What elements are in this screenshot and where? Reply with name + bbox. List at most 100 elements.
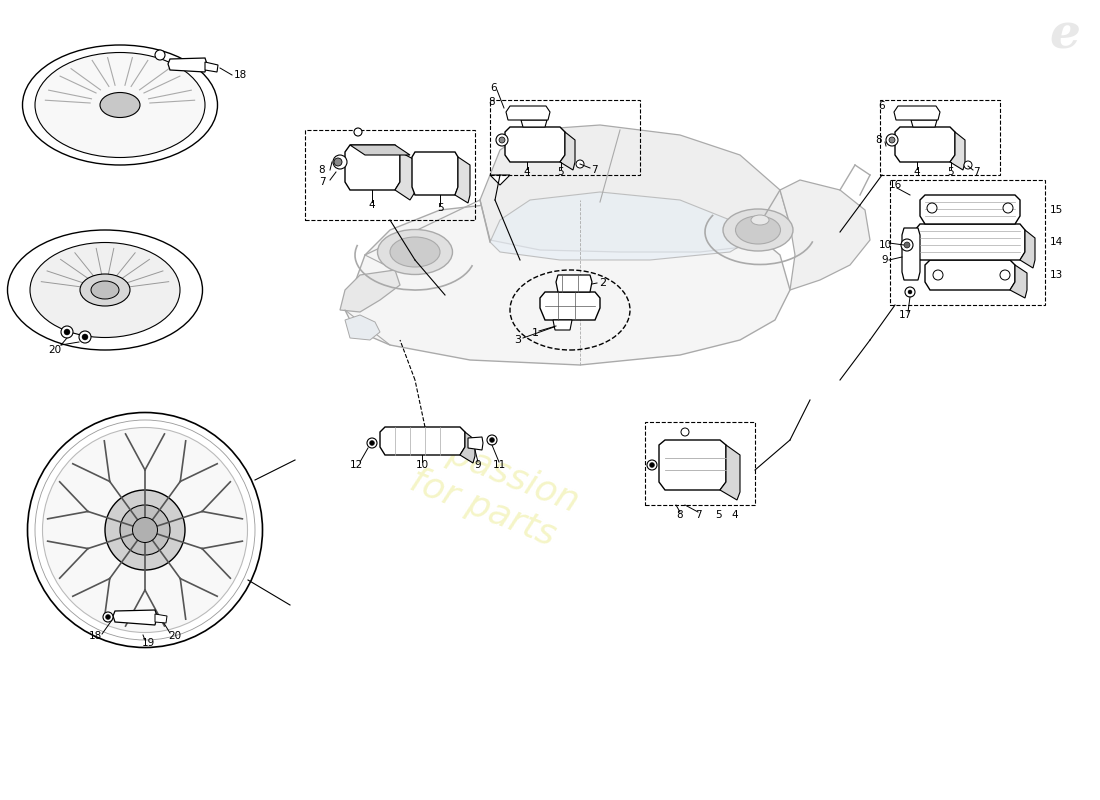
Polygon shape [911,120,937,127]
Text: 7: 7 [319,177,326,187]
Circle shape [334,158,342,166]
Text: 10: 10 [879,240,892,250]
Ellipse shape [723,209,793,251]
Text: 9: 9 [475,460,482,470]
Text: 8: 8 [488,97,495,107]
Circle shape [367,438,377,448]
Text: 5: 5 [715,510,722,520]
Polygon shape [155,614,167,623]
Polygon shape [168,58,207,72]
Text: 4: 4 [368,200,375,210]
Text: 8: 8 [876,135,882,145]
Polygon shape [915,224,1025,260]
Polygon shape [780,180,870,290]
Text: 8: 8 [676,510,683,520]
Text: 19: 19 [142,638,155,648]
Text: 5: 5 [437,203,443,213]
Ellipse shape [30,242,180,338]
Text: 4: 4 [524,167,530,177]
Polygon shape [920,195,1020,224]
Polygon shape [490,192,750,260]
Polygon shape [345,145,400,190]
Circle shape [649,462,654,467]
Polygon shape [553,320,572,330]
Ellipse shape [43,427,248,633]
Polygon shape [506,106,550,120]
Polygon shape [480,125,790,252]
Text: 9: 9 [882,255,889,265]
Text: 11: 11 [493,460,506,470]
Polygon shape [659,440,726,490]
Circle shape [333,155,346,169]
Ellipse shape [8,230,202,350]
Polygon shape [379,427,465,455]
Ellipse shape [91,281,119,299]
Polygon shape [345,200,790,365]
Ellipse shape [22,45,218,165]
Polygon shape [540,292,600,320]
Polygon shape [894,106,940,120]
Ellipse shape [80,274,130,306]
Polygon shape [205,62,218,72]
Circle shape [1000,270,1010,280]
Circle shape [370,441,374,446]
Text: 17: 17 [899,310,912,320]
Circle shape [64,329,70,335]
Text: 14: 14 [1050,237,1064,247]
Text: 10: 10 [416,460,429,470]
Circle shape [487,435,497,445]
Text: 7: 7 [695,510,702,520]
Circle shape [681,428,689,436]
Text: 2: 2 [600,278,606,288]
Circle shape [106,614,110,619]
Text: 6: 6 [491,83,497,93]
Text: 18: 18 [233,70,246,80]
Circle shape [82,334,88,340]
Text: 5: 5 [948,167,955,177]
Circle shape [496,134,508,146]
Polygon shape [505,127,565,162]
Polygon shape [521,120,547,127]
Text: 4: 4 [914,167,921,177]
Polygon shape [350,145,410,155]
Polygon shape [556,275,592,292]
Circle shape [886,134,898,146]
Text: 7: 7 [591,165,597,175]
Text: 3: 3 [515,335,521,345]
Polygon shape [468,437,483,450]
Ellipse shape [120,505,170,555]
Text: 13: 13 [1050,270,1064,280]
Circle shape [354,128,362,136]
Circle shape [647,460,657,470]
Circle shape [904,242,910,248]
Polygon shape [490,175,510,185]
Circle shape [490,438,495,442]
Ellipse shape [132,518,157,542]
Ellipse shape [28,413,263,647]
Circle shape [60,326,73,338]
Polygon shape [340,270,400,312]
Polygon shape [345,315,379,340]
Polygon shape [1010,265,1027,298]
Polygon shape [455,157,470,203]
Text: 18: 18 [88,631,101,641]
Circle shape [79,331,91,343]
Ellipse shape [377,230,452,274]
Ellipse shape [751,215,769,225]
Circle shape [576,160,584,168]
Text: 16: 16 [889,180,902,190]
Text: a passion
for parts: a passion for parts [397,424,583,556]
Ellipse shape [104,490,185,570]
Polygon shape [1020,230,1035,268]
Text: 7: 7 [972,167,979,177]
Text: 15: 15 [1050,205,1064,215]
Polygon shape [412,152,458,195]
Polygon shape [113,610,157,625]
Circle shape [499,137,505,143]
Circle shape [927,203,937,213]
Text: 1: 1 [531,328,539,338]
Polygon shape [395,152,415,200]
Text: 8: 8 [319,165,326,175]
Text: 6: 6 [879,101,886,111]
Text: 5: 5 [558,167,564,177]
